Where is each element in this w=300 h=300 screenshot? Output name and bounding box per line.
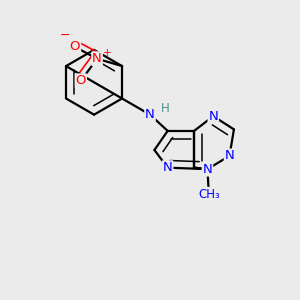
Text: N: N [163,161,172,174]
Text: +: + [103,48,112,58]
Text: N: N [208,110,218,123]
Text: N: N [145,108,155,121]
Text: N: N [202,163,212,176]
Text: CH₃: CH₃ [198,188,220,201]
Text: N: N [225,149,234,162]
Text: N: N [92,52,102,65]
Text: O: O [76,74,86,87]
Text: −: − [60,29,70,42]
Text: H: H [161,102,170,115]
Text: O: O [70,40,80,53]
